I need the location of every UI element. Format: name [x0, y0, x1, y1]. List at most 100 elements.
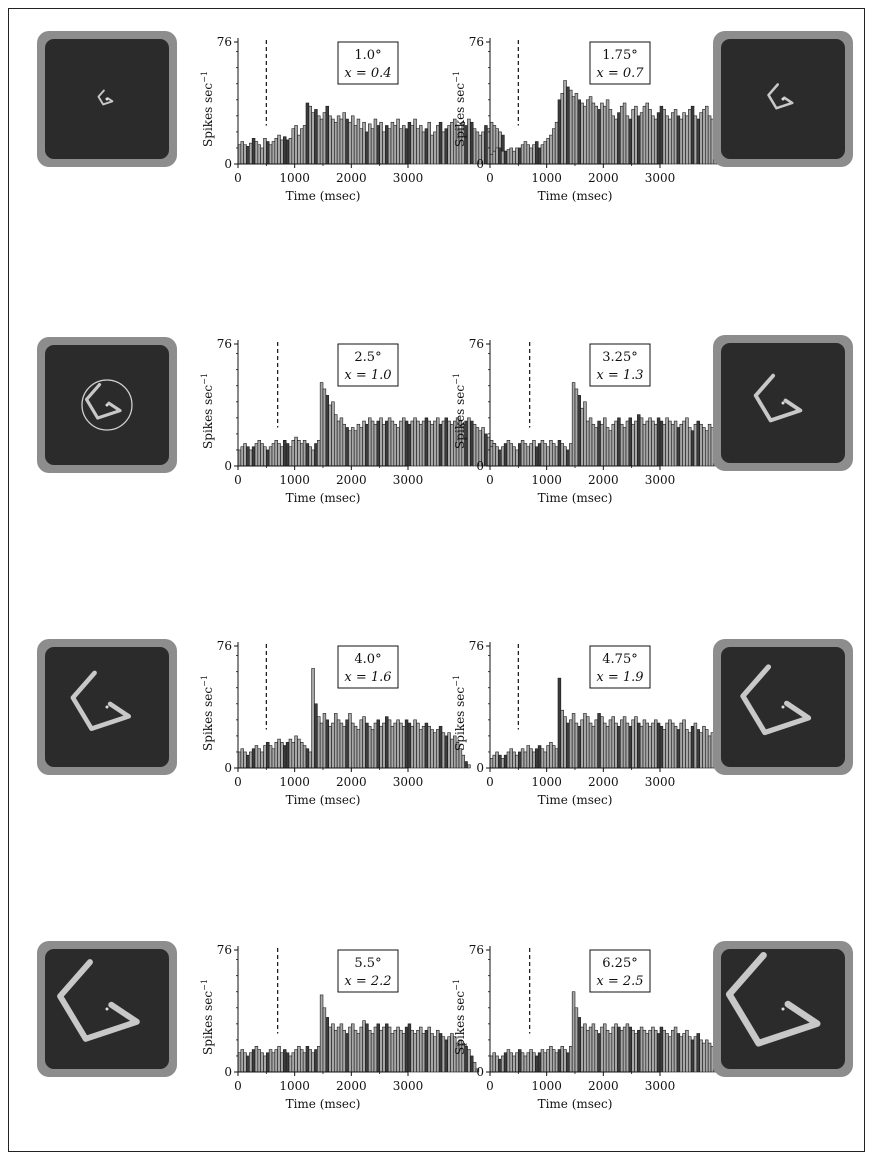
- psth-bar: [311, 668, 315, 769]
- psth-bar: [246, 754, 250, 769]
- psth-bar: [430, 134, 434, 165]
- psth-bar: [254, 443, 259, 467]
- psth-bar: [693, 1036, 698, 1073]
- psth-bar: [438, 121, 443, 165]
- psth-bar: [370, 1033, 375, 1073]
- psth-bar: [393, 423, 397, 467]
- psth-bar: [427, 725, 431, 769]
- psth-bar: [620, 1029, 624, 1073]
- psth-bar: [622, 1026, 627, 1073]
- psth-bar: [300, 1049, 304, 1073]
- psth-bar: [339, 1023, 344, 1073]
- x-tick-label: 2000: [336, 1079, 367, 1093]
- psth-bar: [382, 131, 386, 165]
- psth-bar: [498, 449, 502, 467]
- psth-bar: [588, 417, 593, 467]
- psth-bar: [438, 423, 443, 467]
- psth-bar: [676, 1033, 681, 1073]
- psth-bar: [563, 716, 567, 769]
- psth-bar: [617, 417, 621, 467]
- psth-bar: [705, 1039, 709, 1073]
- psth-bar: [600, 102, 604, 165]
- psth-bar: [682, 112, 686, 165]
- psth-bar: [696, 729, 700, 769]
- psth-bar: [294, 125, 298, 165]
- psth-bar: [328, 404, 332, 467]
- psth-bar: [424, 722, 429, 769]
- x-tick-label: 0: [486, 473, 494, 487]
- psth-bar: [390, 725, 395, 769]
- y-tick-label: 76: [469, 337, 484, 351]
- psth-bar: [614, 722, 618, 769]
- psth-bar: [651, 115, 655, 165]
- x-axis-label: Time (msec): [286, 491, 361, 505]
- psth-bar: [597, 713, 601, 769]
- psth-bar: [515, 754, 519, 769]
- psth-bar: [277, 443, 281, 467]
- psth-bar: [331, 1023, 335, 1073]
- y-axis-label: Spikes sec−1: [452, 373, 467, 449]
- x-tick-label: 3000: [393, 775, 424, 789]
- y-tick-label: 0: [476, 157, 484, 171]
- psth-bar: [328, 115, 332, 165]
- psth-bar: [637, 1029, 641, 1073]
- psth-bar: [676, 115, 681, 165]
- x-tick-label: 2000: [588, 1079, 619, 1093]
- psth-bar: [603, 105, 607, 165]
- psth-bar: [515, 147, 519, 165]
- psth-bar: [277, 134, 281, 165]
- psth-bar: [656, 112, 661, 165]
- psth-bar: [628, 1026, 632, 1073]
- psth-bar: [430, 423, 434, 467]
- y-axis-label-text: Spikes sec: [201, 385, 215, 449]
- psth-bar: [336, 719, 341, 769]
- psth-bar: [251, 138, 256, 165]
- psth-bar: [668, 420, 672, 467]
- psth-bar: [294, 436, 298, 467]
- contour-shape: [97, 89, 114, 106]
- psth-bar: [506, 440, 511, 467]
- condition-label-box: [589, 645, 651, 689]
- psth-bar: [597, 420, 601, 467]
- psth-bar: [387, 128, 392, 165]
- psth-bar: [402, 725, 406, 769]
- psth-bar: [334, 414, 338, 467]
- psth-bar: [546, 745, 550, 769]
- psth-bar: [402, 417, 406, 467]
- psth-bar: [362, 1020, 366, 1073]
- psth-bar: [433, 1036, 437, 1073]
- psth-bar: [356, 423, 361, 467]
- psth-bar: [419, 423, 423, 467]
- psth-bar: [594, 427, 598, 467]
- psth-bar: [503, 1052, 508, 1073]
- psth-bar: [617, 1026, 621, 1073]
- stimulus-panel-3: [37, 337, 177, 473]
- psth-bar: [594, 1029, 598, 1073]
- psth-bar: [472, 1062, 477, 1073]
- psth-bar: [673, 109, 678, 165]
- psth-bar: [495, 1055, 499, 1073]
- psth-bar: [495, 147, 499, 165]
- psth-bar: [297, 440, 301, 467]
- psth-bar: [368, 725, 372, 769]
- psth-bar: [331, 722, 335, 769]
- psth-bar: [336, 1026, 341, 1073]
- psth-bar: [546, 446, 550, 467]
- x-tick-label: 1000: [279, 775, 310, 789]
- psth-bar: [404, 1026, 409, 1073]
- psth-bar: [492, 754, 496, 769]
- psth-bar: [393, 1029, 397, 1073]
- psth-bar: [438, 725, 443, 769]
- x-tick-label: 2000: [588, 775, 619, 789]
- psth-bar: [331, 118, 335, 165]
- psth-bar: [331, 401, 335, 467]
- psth-bar: [356, 118, 361, 165]
- psth-bar: [288, 138, 293, 165]
- psth-bar: [645, 420, 649, 467]
- x-value-label: x = 1.3: [596, 368, 643, 383]
- psth-bar: [639, 417, 644, 467]
- contour-shape: [753, 373, 803, 423]
- psth-bar: [580, 1026, 584, 1073]
- psth-bar: [549, 134, 553, 165]
- psth-bar: [693, 115, 698, 165]
